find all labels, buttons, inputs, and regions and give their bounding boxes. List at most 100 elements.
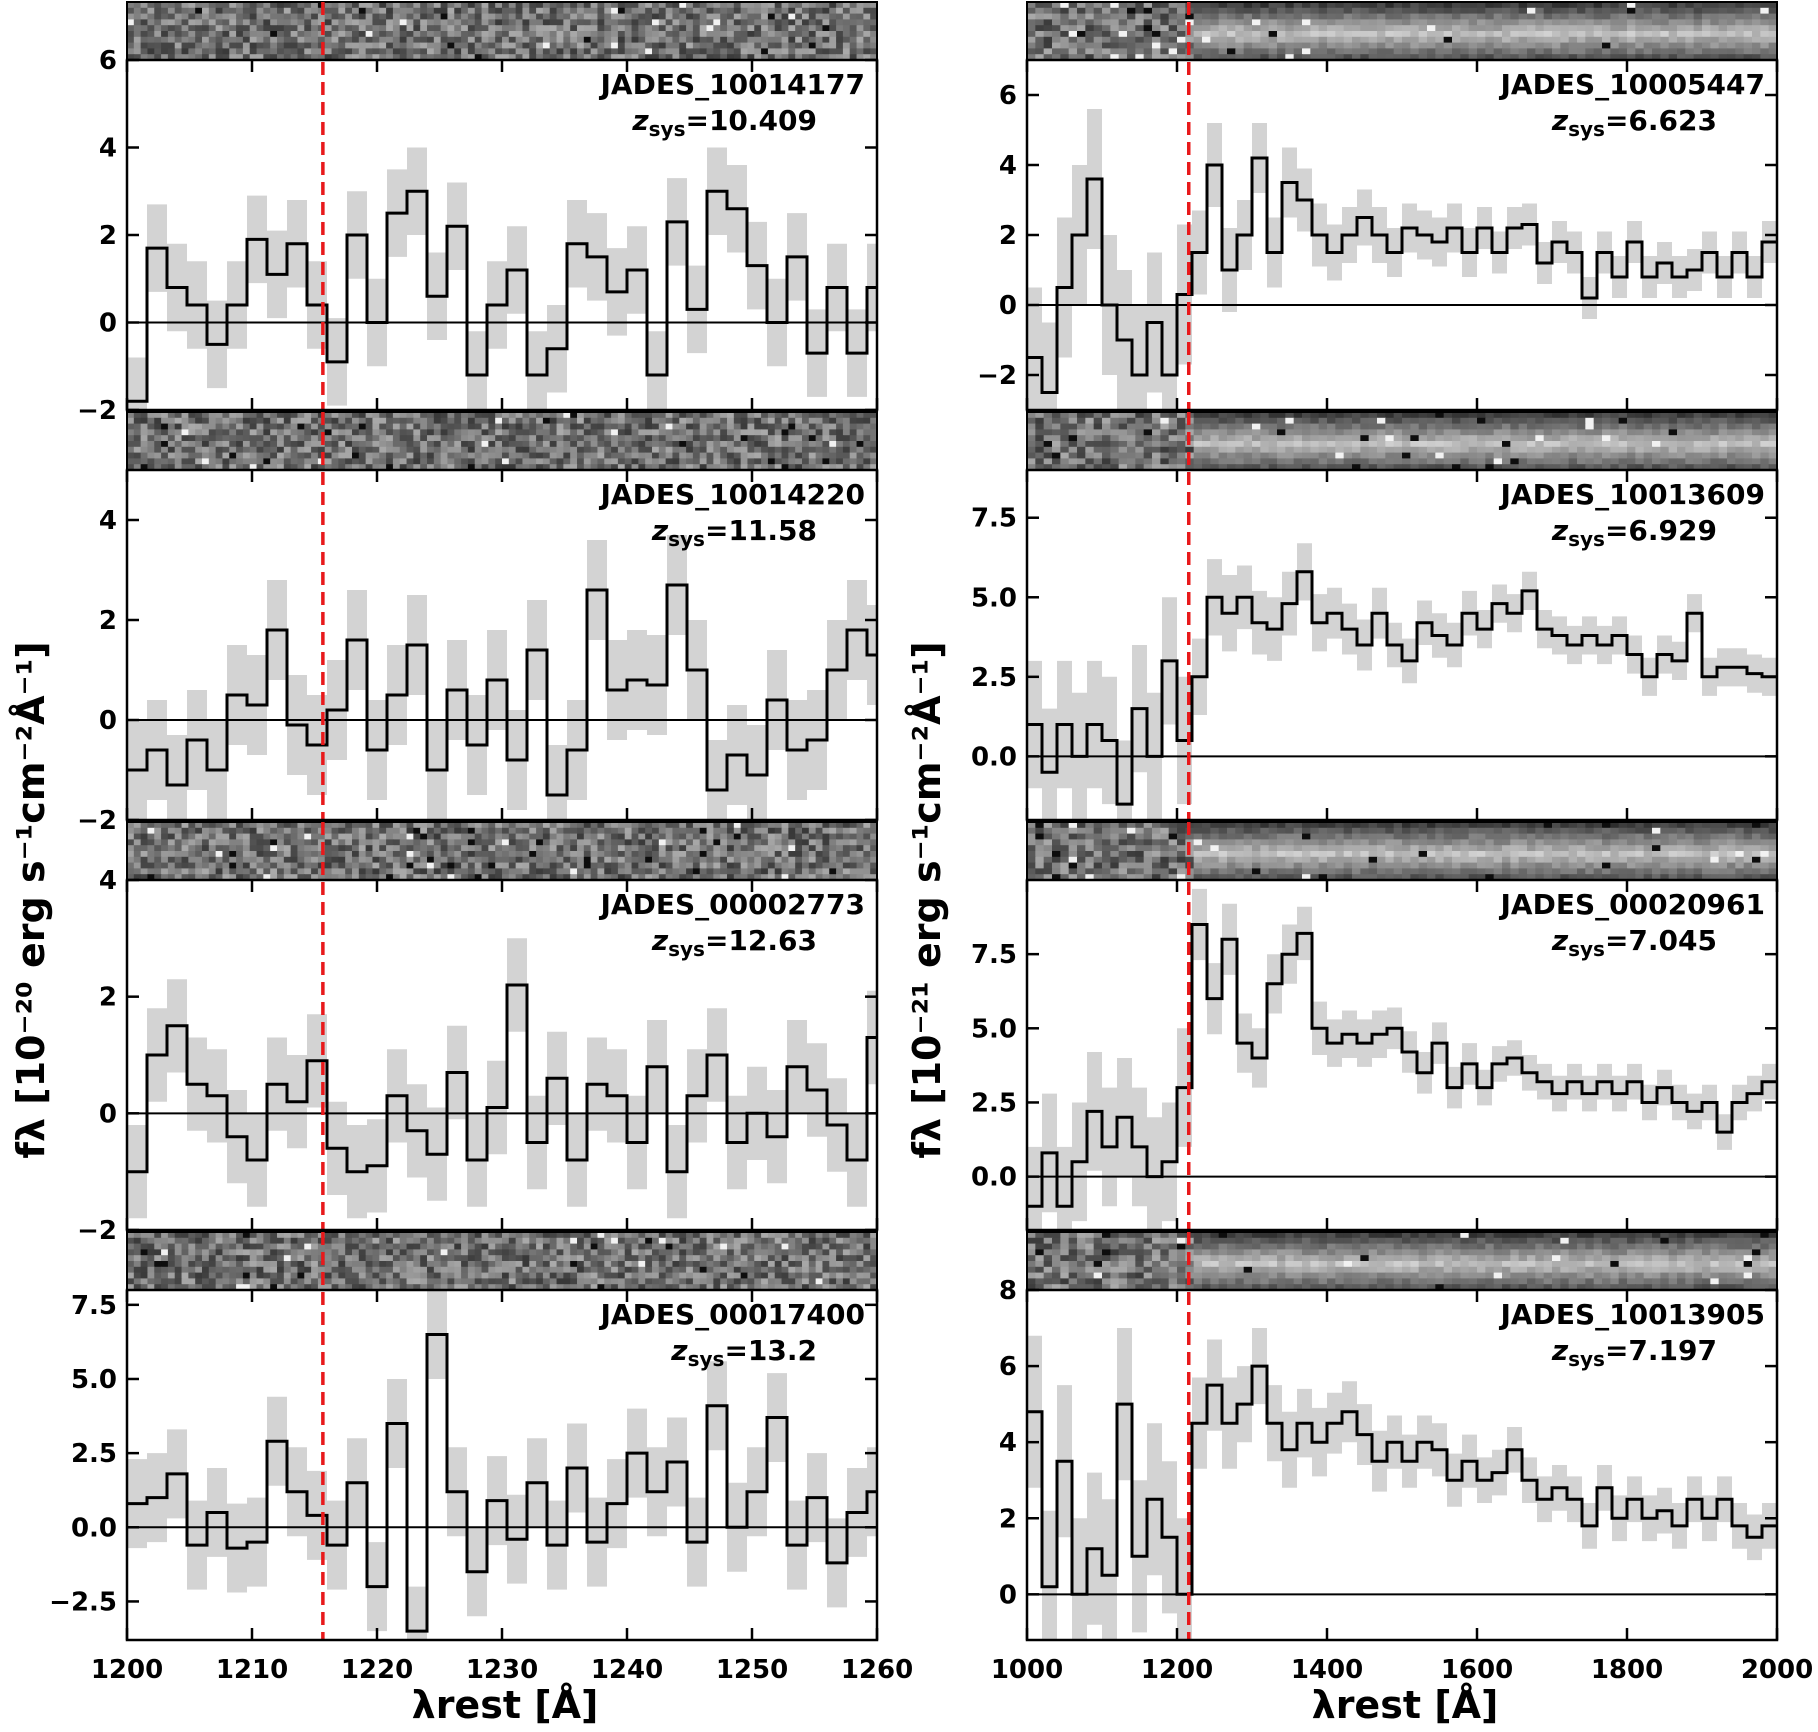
strip-pixel	[706, 31, 714, 38]
strip-pixel	[304, 42, 312, 49]
strip-pixel	[597, 417, 605, 425]
strip-pixel	[617, 868, 626, 875]
strip-pixel	[720, 42, 728, 49]
strip-pixel	[440, 423, 449, 430]
strip-pixel	[215, 435, 224, 442]
strip-pixel	[202, 48, 210, 55]
strip-pixel	[577, 423, 585, 430]
strip-pixel	[590, 1261, 599, 1268]
strip-pixel	[1327, 13, 1336, 20]
strip-pixel	[352, 31, 360, 38]
strip-pixel	[556, 412, 564, 419]
strip-pixel	[679, 429, 687, 436]
strip-pixel	[222, 1284, 230, 1291]
strip-pixel	[590, 1272, 599, 1279]
strip-pixel	[127, 1243, 135, 1250]
strip-pixel	[161, 1255, 169, 1262]
strip-pixel	[338, 31, 346, 38]
strip-pixel	[652, 31, 660, 38]
strip-pixel	[392, 31, 401, 38]
strip-pixel	[338, 1266, 346, 1274]
strip-pixel	[263, 822, 271, 829]
strip-pixel	[733, 1255, 742, 1262]
strip-pixel	[645, 862, 653, 869]
strip-pixel	[624, 822, 633, 829]
strip-pixel	[1027, 7, 1036, 15]
strip-pixel	[338, 1284, 346, 1291]
strip-pixel	[802, 412, 810, 419]
strip-pixel	[331, 25, 339, 32]
strip-pixel	[658, 862, 667, 869]
strip-pixel	[215, 827, 224, 835]
strip-pixel	[352, 1278, 360, 1285]
strip-pixel	[270, 1232, 278, 1239]
strip-pixel	[270, 417, 278, 425]
strip-pixel	[379, 48, 387, 55]
strip-pixel	[611, 2, 619, 9]
strip-pixel	[597, 441, 605, 448]
strip-pixel	[502, 1249, 510, 1256]
strip-pixel	[195, 1249, 203, 1256]
strip-pixel	[631, 412, 639, 419]
strip-pixel	[372, 862, 380, 869]
strip-pixel	[1318, 7, 1328, 15]
strip-pixel	[508, 464, 517, 471]
strip-pixel	[140, 874, 149, 881]
strip-pixel	[808, 54, 817, 61]
strip-pixel	[638, 446, 646, 454]
strip-pixel	[761, 874, 769, 881]
strip-pixel	[549, 36, 558, 44]
strip-pixel	[338, 868, 346, 875]
strip-pixel	[863, 13, 871, 20]
strip-pixel	[617, 31, 626, 38]
strip-pixel	[795, 25, 803, 32]
strip-pixel	[638, 36, 646, 44]
y-tick-label: 0	[99, 706, 117, 736]
strip-pixel	[856, 856, 864, 864]
strip-pixel	[495, 874, 503, 881]
strip-pixel	[686, 429, 694, 436]
strip-pixel	[747, 19, 755, 26]
strip-pixel	[202, 446, 210, 454]
strip-pixel	[583, 19, 592, 26]
strip-pixel	[692, 417, 701, 425]
strip-pixel	[174, 851, 183, 858]
strip-pixel	[795, 833, 803, 840]
strip-pixel	[488, 1243, 496, 1250]
strip-pixel	[502, 7, 510, 15]
strip-pixel	[870, 54, 878, 61]
strip-pixel	[1110, 25, 1120, 32]
strip-pixel	[713, 423, 721, 430]
strip-pixel	[638, 412, 646, 419]
strip-pixel	[297, 13, 305, 20]
strip-pixel	[256, 412, 264, 419]
strip-pixel	[549, 874, 558, 881]
strip-pixel	[249, 845, 258, 852]
strip-pixel	[481, 2, 489, 9]
strip-pixel	[406, 423, 414, 430]
strip-pixel	[420, 36, 428, 44]
strip-pixel	[195, 429, 203, 436]
strip-pixel	[692, 464, 701, 471]
strip-pixel	[249, 435, 258, 442]
strip-pixel	[488, 48, 496, 55]
strip-pixel	[665, 36, 674, 44]
strip-pixel	[324, 1243, 333, 1250]
strip-pixel	[549, 441, 558, 448]
strip-pixel	[358, 464, 367, 471]
strip-pixel	[822, 1232, 830, 1239]
strip-pixel	[440, 441, 449, 448]
strip-pixel	[208, 1255, 217, 1262]
strip-pixel	[842, 31, 851, 38]
strip-pixel	[522, 42, 530, 49]
strip-pixel	[324, 1272, 333, 1279]
strip-pixel	[338, 48, 346, 55]
strip-pixel	[222, 868, 230, 875]
strip-pixel	[590, 7, 599, 15]
strip-pixel	[304, 417, 312, 425]
strip-pixel	[147, 42, 155, 49]
spectrum-2d-strip	[126, 1231, 878, 1291]
strip-pixel	[311, 1232, 319, 1239]
strip-pixel	[720, 458, 728, 465]
strip-pixel	[399, 54, 408, 61]
